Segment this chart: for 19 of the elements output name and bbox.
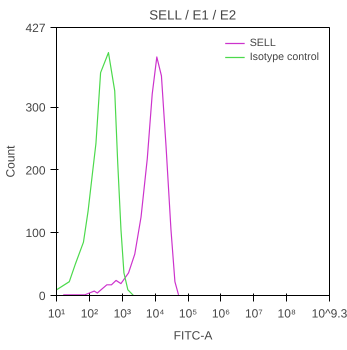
x-tick-label: 10⁸: [278, 306, 296, 320]
legend-label: Isotype control: [250, 51, 319, 63]
x-tick-label: 10^9.3: [312, 306, 347, 320]
y-tick-label: 427: [25, 21, 46, 35]
y-tick-label: 300: [25, 100, 46, 115]
y-tick-label: 200: [25, 163, 46, 178]
x-tick-label: 10¹: [48, 306, 66, 320]
y-tick-label: 0: [38, 289, 46, 303]
x-tick-label: 10²: [80, 306, 98, 320]
x-tick-label: 10⁴: [146, 306, 164, 320]
legend-label: SELL: [250, 37, 276, 49]
x-tick-label: 10⁵: [178, 306, 198, 320]
y-axis-title: Count: [3, 144, 18, 178]
x-tick-label: 10⁷: [245, 306, 263, 320]
x-axis-title: FITC-A: [174, 328, 212, 342]
x-tick-label: 10³: [114, 306, 131, 320]
chart-title: SELL / E1 / E2: [149, 8, 236, 22]
x-tick-label: 10⁶: [212, 306, 230, 320]
y-tick-label: 100: [25, 226, 46, 240]
